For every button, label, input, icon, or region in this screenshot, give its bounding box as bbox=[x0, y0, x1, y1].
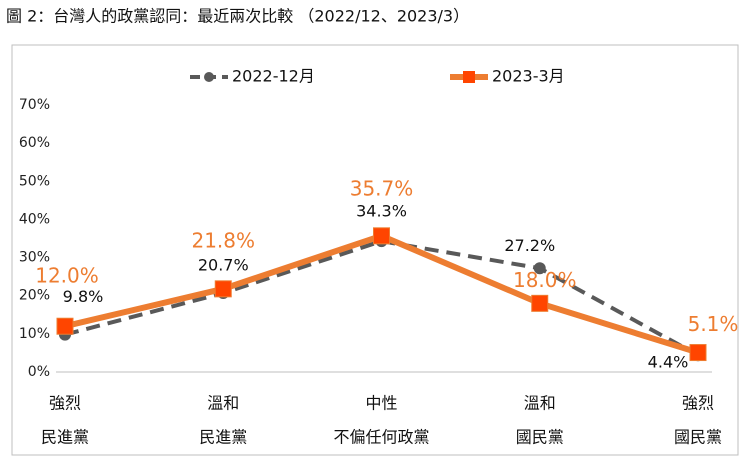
legend-marker bbox=[463, 71, 475, 83]
data-label: 9.8% bbox=[63, 287, 104, 306]
data-label: 5.1% bbox=[688, 312, 739, 336]
point bbox=[373, 227, 390, 245]
y-tick-label: 40% bbox=[19, 211, 50, 227]
x-tick-label: 不偏任何政黨 bbox=[333, 428, 429, 447]
y-tick-label: 70% bbox=[19, 97, 50, 113]
x-tick-label: 溫和 bbox=[524, 394, 556, 413]
x-tick-label: 民進黨 bbox=[199, 428, 247, 447]
legend-label: 2022-12月 bbox=[232, 67, 315, 86]
data-label: 12.0% bbox=[35, 264, 99, 288]
data-label: 34.3% bbox=[356, 202, 407, 221]
data-label: 4.4% bbox=[648, 353, 689, 372]
x-tick-label: 強烈 bbox=[49, 394, 81, 413]
x-tick-label: 國民黨 bbox=[674, 428, 722, 447]
chart-title: 圖 2：台灣人的政黨認同：最近兩次比較 （2022/12、2023/3） bbox=[6, 7, 469, 26]
point bbox=[689, 344, 707, 362]
x-tick-label: 民進黨 bbox=[41, 428, 89, 447]
chart-frame bbox=[11, 44, 739, 456]
y-tick-label: 60% bbox=[19, 135, 50, 151]
data-label: 35.7% bbox=[350, 176, 414, 200]
data-label: 27.2% bbox=[504, 236, 555, 255]
y-tick-label: 0% bbox=[28, 364, 50, 380]
y-tick-label: 30% bbox=[19, 250, 50, 266]
point bbox=[214, 280, 232, 298]
x-tick-label: 中性 bbox=[365, 394, 397, 413]
data-label: 21.8% bbox=[191, 228, 255, 252]
point bbox=[56, 317, 74, 335]
y-tick-label: 50% bbox=[19, 173, 50, 189]
legend-marker bbox=[204, 72, 214, 82]
data-label: 18.0% bbox=[513, 268, 577, 292]
data-label: 20.7% bbox=[198, 256, 249, 275]
series-line bbox=[64, 232, 699, 356]
point bbox=[533, 262, 546, 275]
point bbox=[531, 294, 549, 312]
x-tick-label: 強烈 bbox=[682, 394, 714, 413]
legend-label: 2023-3月 bbox=[492, 67, 565, 86]
y-tick-label: 10% bbox=[19, 326, 50, 342]
y-tick-label: 20% bbox=[19, 288, 50, 304]
x-tick-label: 溫和 bbox=[207, 394, 239, 413]
series-line bbox=[64, 239, 699, 357]
x-tick-label: 國民黨 bbox=[516, 428, 564, 447]
